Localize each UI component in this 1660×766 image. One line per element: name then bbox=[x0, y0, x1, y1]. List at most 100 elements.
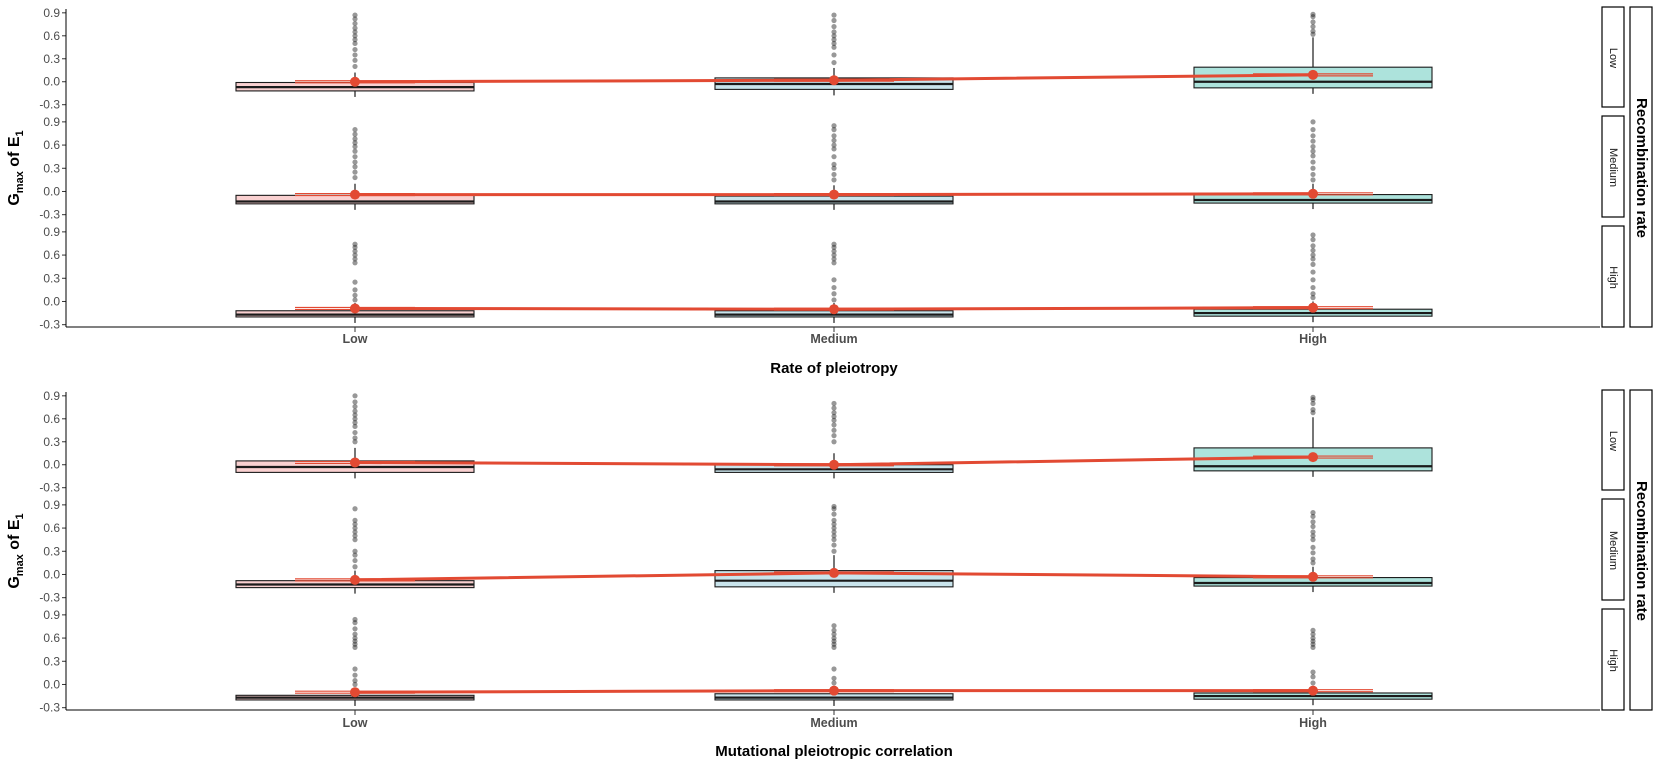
outlier-point bbox=[1310, 165, 1316, 171]
outlier-point bbox=[1310, 560, 1316, 566]
mean-point bbox=[1308, 302, 1318, 313]
mean-point bbox=[829, 459, 839, 470]
y-tick-label: -0.3 bbox=[39, 208, 60, 222]
outlier-point bbox=[1310, 400, 1316, 407]
outlier-point bbox=[1310, 247, 1316, 254]
outlier-point bbox=[1310, 133, 1316, 139]
outlier-point bbox=[831, 623, 837, 629]
outlier-point bbox=[352, 666, 358, 672]
mean-point bbox=[350, 574, 360, 585]
y-axis-title-part: of bbox=[6, 530, 23, 554]
outlier-point bbox=[831, 297, 837, 303]
outlier-point bbox=[1310, 523, 1316, 530]
y-tick-label: 0.9 bbox=[43, 225, 60, 239]
outlier-point bbox=[1310, 232, 1316, 238]
y-tick-label: -0.3 bbox=[39, 98, 60, 112]
facet-strip bbox=[1601, 6, 1625, 108]
outlier-point bbox=[1310, 410, 1316, 416]
outlier-point bbox=[1310, 171, 1316, 178]
outlier-point bbox=[831, 33, 837, 39]
outlier-point bbox=[352, 29, 358, 35]
outlier-point bbox=[831, 511, 837, 517]
outlier-point bbox=[1310, 31, 1316, 37]
outlier-point bbox=[831, 154, 837, 160]
y-tick-label: -0.3 bbox=[39, 318, 60, 332]
outlier-point bbox=[831, 533, 837, 539]
outlier-point bbox=[1310, 556, 1316, 562]
mean-point bbox=[1308, 685, 1318, 696]
outlier-point bbox=[831, 635, 837, 641]
facet-strip-label: Medium bbox=[1607, 148, 1619, 187]
outlier-point bbox=[352, 635, 358, 641]
outlier-point bbox=[352, 164, 358, 170]
outlier-point bbox=[831, 171, 837, 178]
y-axis-title-part: E bbox=[6, 519, 23, 530]
y-tick-label: 0.3 bbox=[43, 435, 60, 449]
outlier-point bbox=[831, 641, 837, 647]
facet-strip-label: Low bbox=[1607, 48, 1619, 68]
outlier-point bbox=[831, 256, 837, 262]
outlier-point bbox=[1310, 138, 1316, 144]
y-tick-label: 0.9 bbox=[43, 389, 60, 403]
outlier-point bbox=[831, 400, 837, 407]
y-tick-label: 0.0 bbox=[43, 184, 60, 198]
facet-strip bbox=[1601, 115, 1625, 218]
y-axis-title-part: E bbox=[6, 136, 23, 147]
outlier-point bbox=[831, 277, 837, 283]
y-axis-title-part: G bbox=[6, 193, 23, 205]
y-axis-title: Gmax of E1 bbox=[6, 513, 26, 588]
outlier-point bbox=[352, 631, 358, 637]
outlier-point bbox=[1310, 638, 1316, 644]
outlier-point bbox=[352, 408, 358, 414]
outlier-point bbox=[352, 40, 358, 47]
outlier-point bbox=[352, 37, 358, 43]
outlier-point bbox=[1310, 252, 1316, 258]
y-tick-label: -0.3 bbox=[39, 701, 60, 715]
y-axis-title-part: G bbox=[6, 576, 23, 588]
facet-strip-label: Medium bbox=[1607, 531, 1619, 570]
outlier-point bbox=[1310, 11, 1316, 17]
outlier-point bbox=[352, 244, 358, 250]
mean-point bbox=[350, 457, 360, 468]
outlier-point bbox=[1310, 669, 1316, 675]
y-tick-label: 0.3 bbox=[43, 544, 60, 558]
facet-strip bbox=[1601, 225, 1625, 328]
outlier-point bbox=[352, 533, 358, 539]
panel-2-medium: 0.9 0.6 0.3 0.0 -0.3 Medium bbox=[39, 498, 1625, 605]
y-axis-title-part: 1 bbox=[14, 130, 26, 136]
outlier-point bbox=[352, 279, 358, 285]
box-high bbox=[1193, 232, 1433, 323]
outlier-point bbox=[352, 393, 358, 399]
y-tick-label: -0.3 bbox=[39, 591, 60, 605]
outlier-point bbox=[352, 429, 358, 436]
panel-1-medium: 0.9 0.6 0.3 0.0 -0.3 Medium bbox=[39, 115, 1625, 222]
y-tick-label: 0.9 bbox=[43, 608, 60, 622]
outlier-point bbox=[352, 412, 358, 418]
outlier-point bbox=[352, 537, 358, 543]
y-tick-label: 0.0 bbox=[43, 75, 60, 89]
outlier-point bbox=[1310, 269, 1316, 275]
y-axis-title-part: max bbox=[14, 553, 26, 576]
outlier-point bbox=[831, 422, 837, 428]
outlier-point bbox=[831, 177, 837, 183]
x-tick-label: High bbox=[1299, 716, 1327, 730]
outlier-point bbox=[1310, 284, 1316, 291]
recombination-strip bbox=[1629, 6, 1653, 328]
y-tick-label: -0.3 bbox=[39, 481, 60, 495]
outlier-point bbox=[831, 433, 837, 439]
outlier-point bbox=[352, 506, 358, 512]
outlier-point bbox=[352, 297, 358, 303]
recombination-strip-label: Recombination rate bbox=[1633, 481, 1650, 621]
facet-strip-label: High bbox=[1607, 649, 1619, 672]
outlier-point bbox=[1310, 631, 1316, 637]
outlier-point bbox=[352, 46, 358, 53]
outlier-point bbox=[831, 165, 837, 171]
outlier-point bbox=[352, 399, 358, 405]
outlier-point bbox=[831, 244, 837, 250]
outlier-point bbox=[831, 52, 837, 58]
outlier-point bbox=[831, 405, 837, 411]
outlier-point bbox=[1310, 680, 1316, 686]
outlier-point bbox=[352, 127, 358, 133]
outlier-point bbox=[352, 435, 358, 441]
